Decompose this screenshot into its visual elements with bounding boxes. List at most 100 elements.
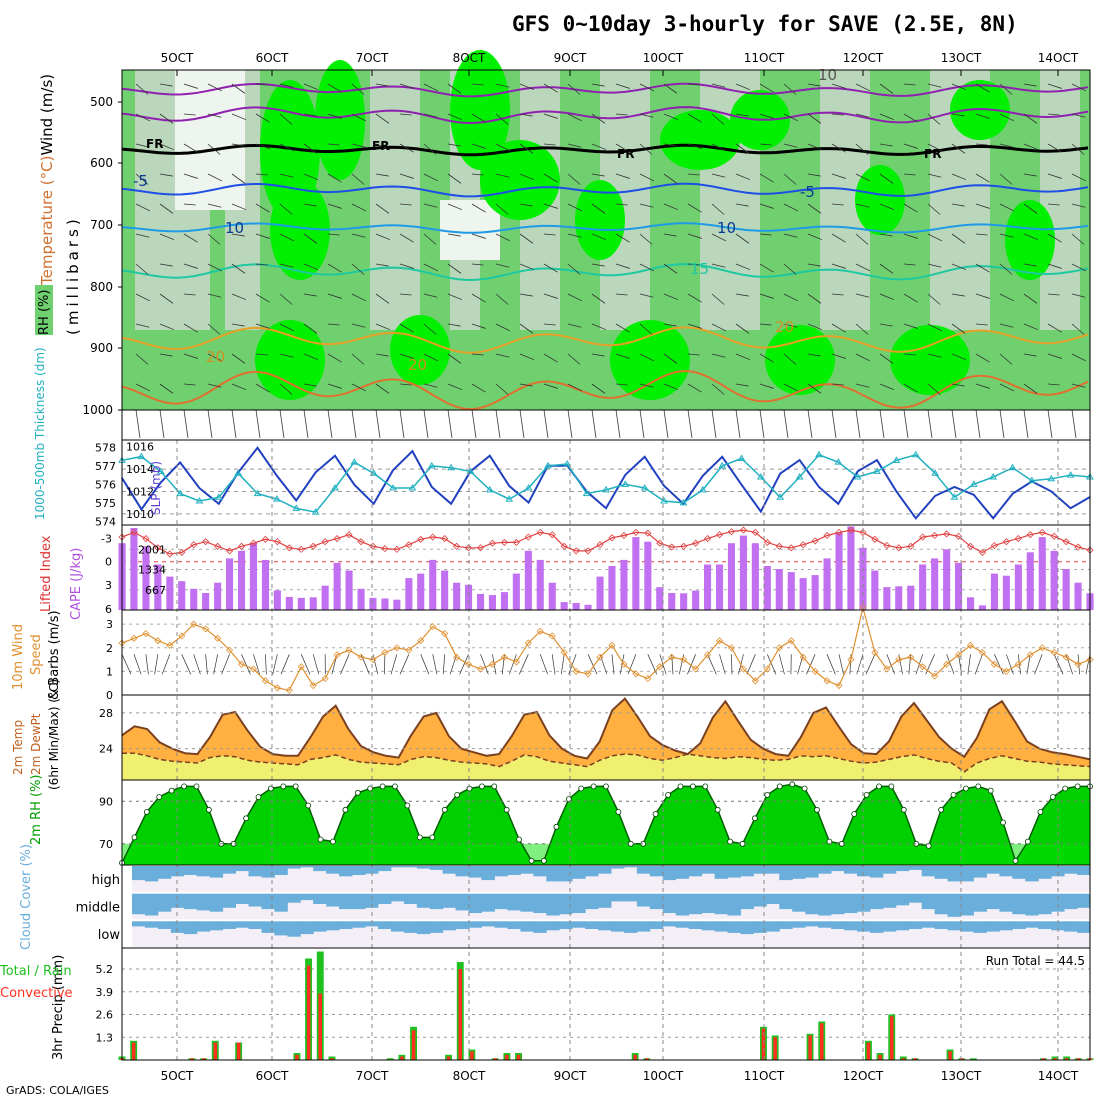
wind-barb bbox=[951, 203, 965, 207]
wind-barb bbox=[447, 263, 462, 274]
wind-barb bbox=[567, 203, 583, 212]
rh-point bbox=[690, 783, 696, 790]
cloud-bar bbox=[960, 866, 974, 882]
wind-speed-point bbox=[381, 648, 389, 657]
wind-barb bbox=[423, 173, 439, 182]
wind-barb bbox=[663, 173, 678, 184]
wind-barb bbox=[183, 233, 198, 243]
wind-barb bbox=[615, 143, 630, 153]
wind-barb bbox=[735, 83, 751, 91]
wind-barb bbox=[327, 113, 342, 119]
rh-high-blob bbox=[890, 325, 970, 395]
wind-barb bbox=[399, 143, 414, 153]
thickness-point bbox=[737, 454, 746, 461]
contour-label: 10 bbox=[717, 219, 736, 237]
rh-point bbox=[541, 857, 547, 864]
cloud-bar bbox=[792, 893, 806, 912]
wind-barb bbox=[783, 173, 797, 185]
thickness-point bbox=[989, 472, 998, 480]
cloud-bar bbox=[390, 866, 405, 868]
wind-barb-10m bbox=[205, 654, 208, 675]
cloud-bar bbox=[779, 921, 793, 929]
wind-barb bbox=[951, 263, 967, 271]
isotherm-plus20 bbox=[121, 326, 1089, 354]
top-date-label: 5OCT bbox=[161, 51, 194, 65]
wind-speed-point bbox=[1038, 644, 1046, 652]
surface-barb bbox=[327, 409, 333, 439]
wind-barb bbox=[759, 173, 774, 183]
wind-barb bbox=[855, 143, 869, 155]
wind-barb bbox=[303, 263, 319, 271]
cloud-bar bbox=[623, 866, 638, 868]
wind-barb bbox=[1071, 263, 1087, 272]
thickness-point bbox=[969, 480, 978, 487]
wind-barb bbox=[447, 143, 461, 147]
wind-barb bbox=[207, 173, 223, 182]
wind-barb bbox=[255, 323, 270, 329]
wind-barb bbox=[831, 233, 846, 243]
cloud-bar bbox=[1038, 893, 1052, 915]
cape-bar bbox=[333, 562, 341, 610]
wind-barb bbox=[447, 383, 463, 391]
wind-speed-point bbox=[369, 656, 377, 664]
wind-barb bbox=[375, 293, 390, 304]
cloud-bar bbox=[365, 893, 379, 908]
wind-barb bbox=[1023, 203, 1038, 214]
cloud-bar bbox=[1038, 921, 1052, 929]
cloud-bar bbox=[1012, 921, 1026, 929]
wind-speed-point bbox=[453, 653, 461, 661]
wind-barb bbox=[591, 143, 607, 151]
cloud-bar bbox=[429, 893, 444, 910]
cloud-bar bbox=[339, 921, 353, 929]
precip-conv-bar bbox=[1041, 1058, 1046, 1061]
thickness-point bbox=[602, 485, 610, 493]
cloud-bar bbox=[352, 866, 366, 875]
wind-barb bbox=[975, 203, 990, 209]
wind-barb bbox=[759, 353, 774, 363]
wind-barb bbox=[855, 173, 871, 182]
rh-high-blob bbox=[315, 60, 365, 180]
rh-point bbox=[888, 783, 895, 790]
wind-barb bbox=[231, 293, 247, 301]
wind-barb bbox=[783, 293, 799, 302]
li-point bbox=[1026, 531, 1034, 539]
wind-barb bbox=[519, 83, 535, 91]
cloud-bar bbox=[598, 866, 612, 874]
rh-point bbox=[168, 787, 175, 794]
wind-speed-point bbox=[907, 653, 915, 661]
wind-barb bbox=[471, 353, 484, 356]
wind-barb bbox=[423, 113, 438, 118]
cloud-bar bbox=[209, 893, 224, 912]
wind-speed-point bbox=[632, 670, 640, 678]
rh-point bbox=[441, 806, 448, 813]
pressure-axis-label: (millibars) bbox=[64, 215, 82, 335]
wind-barb bbox=[471, 323, 486, 329]
li-point bbox=[990, 541, 998, 550]
wind-barb bbox=[807, 83, 821, 87]
li-point bbox=[715, 531, 724, 539]
wind-barb bbox=[327, 233, 340, 236]
wind-barb bbox=[999, 143, 1014, 148]
cloud-bar bbox=[494, 921, 508, 928]
cloud-bar bbox=[805, 893, 819, 915]
thickness-tick-label: 575 bbox=[95, 497, 116, 510]
wind-barb bbox=[495, 173, 510, 178]
wind-barb bbox=[327, 203, 342, 209]
wind-barb bbox=[951, 293, 965, 297]
wind-barb bbox=[375, 263, 389, 267]
cape-bar bbox=[381, 598, 389, 610]
surface-strip bbox=[122, 410, 1090, 440]
wind-barb bbox=[951, 143, 966, 154]
wind-barb bbox=[759, 113, 774, 119]
thickness-point bbox=[911, 450, 920, 458]
cape-bar bbox=[787, 572, 795, 610]
top-date-label: 12OCT bbox=[843, 51, 884, 65]
wind-barb-10m bbox=[272, 654, 278, 675]
wind-barb bbox=[135, 383, 151, 392]
surface-barb bbox=[399, 409, 405, 439]
wind-barb bbox=[735, 113, 749, 117]
wind-barb bbox=[495, 323, 511, 332]
cloud-bar bbox=[1077, 893, 1091, 908]
thickness-point bbox=[698, 485, 707, 493]
wind-speed-point bbox=[1062, 653, 1070, 661]
